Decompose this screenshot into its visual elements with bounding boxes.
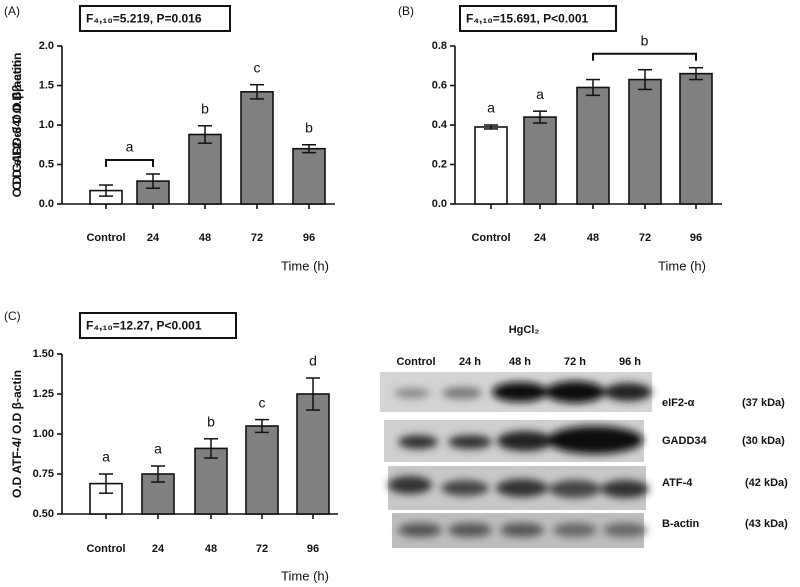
x-tick-label: 24 bbox=[152, 543, 165, 555]
y-tick-label: 0.75 bbox=[33, 468, 54, 480]
x-tick-label: 48 bbox=[587, 232, 599, 244]
group-letter: a bbox=[126, 139, 134, 155]
group-letter: d bbox=[309, 353, 317, 369]
bar bbox=[523, 116, 557, 205]
x-tick-label: 96 bbox=[307, 543, 319, 555]
group-letter: a bbox=[487, 100, 495, 116]
bar bbox=[240, 91, 274, 205]
stat-text: F₄,₁₀=5.219, P=0.016 bbox=[86, 12, 202, 26]
y-axis-label: O.D eIF2-α/ O.D β-actin bbox=[10, 60, 24, 191]
y-tick-label: 1.0 bbox=[39, 119, 54, 131]
blot-title: HgCl₂ bbox=[509, 324, 540, 336]
x-axis-label: Time (h) bbox=[658, 258, 706, 273]
y-tick-label: 2.0 bbox=[39, 40, 54, 52]
lane-label: 96 h bbox=[619, 356, 641, 368]
y-tick-label: 1.5 bbox=[39, 79, 54, 91]
x-tick-label: 24 bbox=[147, 232, 160, 244]
x-tick-label: 48 bbox=[205, 543, 217, 555]
lane-label: 24 h bbox=[459, 356, 481, 368]
stat-box bbox=[79, 5, 231, 32]
y-tick-label: 0.2 bbox=[432, 158, 447, 170]
bar bbox=[474, 126, 508, 205]
panel-label: (C) bbox=[4, 309, 21, 323]
x-axis-label: Time (h) bbox=[281, 568, 329, 583]
y-tick-label: 0.4 bbox=[432, 119, 448, 131]
group-letter: a bbox=[154, 441, 162, 457]
y-axis-label: O.D GADD-34/ O.Dβ-actin bbox=[10, 53, 24, 198]
y-axis-label: O.D ATF-4/ O.D β-actin bbox=[10, 370, 24, 498]
group-letter: b bbox=[305, 119, 313, 135]
x-tick-label: 72 bbox=[256, 543, 268, 555]
y-tick-label: 1.00 bbox=[33, 428, 54, 440]
group-letter: c bbox=[259, 394, 266, 410]
y-tick-label: 1.25 bbox=[33, 388, 54, 400]
group-bracket bbox=[105, 158, 154, 167]
x-tick-label: 72 bbox=[639, 232, 651, 244]
y-tick-label: 0.50 bbox=[33, 508, 54, 520]
y-tick-label: 1.50 bbox=[33, 348, 54, 360]
stat-box bbox=[79, 312, 237, 339]
x-tick-label: 24 bbox=[534, 232, 547, 244]
y-tick-label: 0.5 bbox=[39, 158, 54, 170]
y-tick-label: 0.0 bbox=[39, 198, 54, 210]
y-tick-label: 0.8 bbox=[432, 40, 447, 52]
bar bbox=[292, 147, 326, 205]
panel-label: (A) bbox=[4, 4, 20, 18]
x-tick-label: 96 bbox=[303, 232, 315, 244]
kda-label: (37 kDa) bbox=[742, 397, 785, 409]
kda-label: (42 kDa) bbox=[745, 477, 788, 489]
lane-label: 48 h bbox=[509, 356, 531, 368]
x-tick-label: Control bbox=[86, 543, 125, 555]
bar bbox=[188, 133, 222, 205]
stat-text: F₄,₁₀=12.27, P<0.001 bbox=[86, 319, 202, 333]
group-letter: b bbox=[641, 32, 649, 48]
x-tick-label: 48 bbox=[199, 232, 211, 244]
stat-text: F₄,₁₀=15.691, P<0.001 bbox=[466, 12, 589, 26]
x-tick-label: Control bbox=[86, 232, 125, 244]
bar bbox=[245, 425, 279, 515]
bar bbox=[296, 393, 330, 515]
bar bbox=[576, 86, 610, 205]
protein-label: ATF-4 bbox=[662, 477, 693, 489]
lane-label: 72 h bbox=[564, 356, 586, 368]
bands bbox=[394, 381, 652, 403]
lane-label: Control bbox=[396, 356, 435, 368]
bar bbox=[628, 78, 662, 205]
kda-label: (43 kDa) bbox=[745, 518, 788, 530]
x-axis-label: Time (h) bbox=[281, 258, 329, 273]
panel-label: (B) bbox=[398, 4, 414, 18]
x-tick-label: 72 bbox=[251, 232, 263, 244]
stat-box bbox=[459, 5, 617, 32]
group-letter: a bbox=[536, 86, 544, 102]
y-tick-label: 0.0 bbox=[432, 198, 447, 210]
group-letter: a bbox=[102, 449, 110, 465]
group-letter: c bbox=[254, 59, 261, 75]
protein-label: B-actin bbox=[662, 518, 700, 530]
kda-label: (30 kDa) bbox=[742, 435, 785, 447]
group-bracket bbox=[592, 52, 697, 61]
x-tick-label: 96 bbox=[690, 232, 702, 244]
protein-label: GADD34 bbox=[662, 435, 708, 447]
western-blot: HgCl₂ Control 24 h 48 h 72 h 96 h eIF2-α… bbox=[380, 324, 788, 548]
protein-label: eIF2-α bbox=[662, 397, 695, 409]
bar bbox=[679, 72, 713, 205]
group-letter: b bbox=[201, 100, 209, 116]
y-tick-label: 0.6 bbox=[432, 79, 447, 91]
x-tick-label: Control bbox=[471, 232, 510, 244]
group-letter: b bbox=[207, 414, 215, 430]
